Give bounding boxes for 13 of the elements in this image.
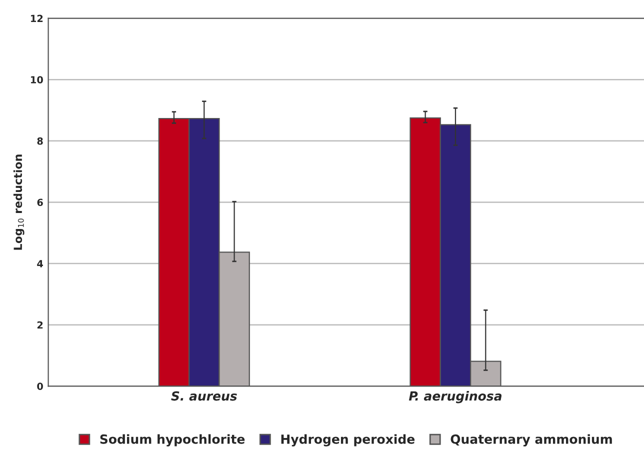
legend-label: Quaternary ammonium bbox=[450, 434, 612, 446]
x-tick-label: P. aeruginosa bbox=[408, 391, 502, 404]
x-tick-label: S. aureus bbox=[171, 391, 237, 401]
legend-label: Sodium hypochlorite bbox=[100, 434, 245, 446]
y-tick-label: 10 bbox=[31, 76, 43, 84]
y-tick-label: 2 bbox=[37, 321, 43, 329]
y-tick-label: 4 bbox=[37, 260, 43, 268]
y-axis-title: Log$_{10}$ reduction bbox=[13, 154, 24, 250]
y-tick-label: 0 bbox=[37, 382, 43, 390]
y-tick-label: 6 bbox=[37, 198, 43, 206]
legend-label: Hydrogen peroxide bbox=[281, 434, 415, 446]
y-tick-label: 12 bbox=[31, 14, 43, 22]
y-tick-label: 8 bbox=[37, 137, 43, 145]
